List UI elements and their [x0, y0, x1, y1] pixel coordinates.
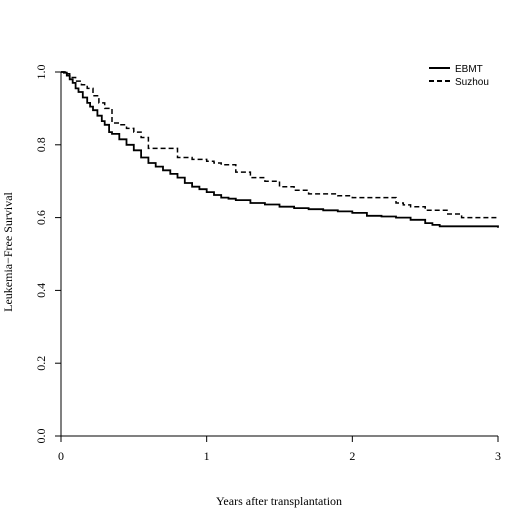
x-tick-label: 0: [58, 449, 64, 463]
y-tick-label: 1.0: [34, 65, 48, 80]
axes: 0 1 2 3 0.0 0.2 0.4 0.6 0.8 1.0: [34, 65, 501, 464]
x-tick-label: 2: [349, 449, 355, 463]
y-tick-label: 0.4: [34, 283, 48, 298]
y-tick-label: 0.2: [34, 356, 48, 371]
series-layer: [61, 71, 499, 228]
y-tick-label: 0.8: [34, 137, 48, 152]
x-axis-title: Years after transplantation: [216, 494, 342, 508]
x-tick-label: 3: [495, 449, 501, 463]
y-tick-label: 0.6: [34, 210, 48, 225]
y-ticks: 0.0 0.2 0.4 0.6 0.8 1.0: [34, 65, 61, 444]
series-line-ebmt: [61, 71, 499, 228]
legend-label-ebmt: EBMT: [455, 64, 483, 75]
y-tick-label: 0.0: [34, 429, 48, 444]
x-ticks: 0 1 2 3: [58, 436, 501, 463]
y-axis-title: Leukemia−Free Survival: [1, 191, 15, 311]
legend-label-suzhou: Suzhou: [455, 77, 489, 88]
legend: EBMT Suzhou: [429, 64, 489, 88]
x-tick-label: 1: [204, 449, 210, 463]
series-line-suzhou: [61, 71, 498, 219]
